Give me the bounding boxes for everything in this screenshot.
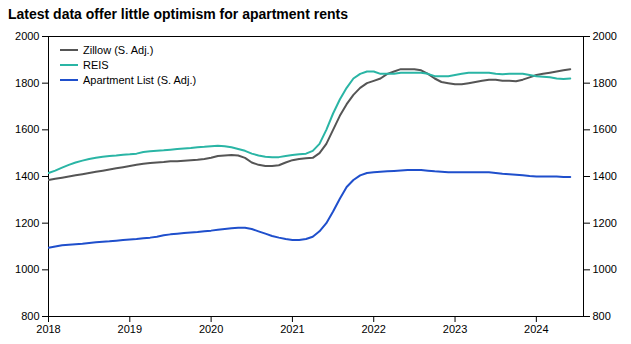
svg-text:1000: 1000 <box>593 263 617 275</box>
svg-text:2000: 2000 <box>593 30 617 42</box>
svg-text:2000: 2000 <box>15 30 39 42</box>
svg-text:800: 800 <box>21 310 39 322</box>
svg-text:1400: 1400 <box>593 170 617 182</box>
svg-text:1600: 1600 <box>593 123 617 135</box>
svg-text:800: 800 <box>593 310 611 322</box>
html-text:REIS: REIS <box>83 59 109 71</box>
svg-text:1000: 1000 <box>15 263 39 275</box>
svg-text:1400: 1400 <box>15 170 39 182</box>
svg-text:1200: 1200 <box>15 217 39 229</box>
svg-text:1600: 1600 <box>15 123 39 135</box>
svg-text:2022: 2022 <box>361 323 385 335</box>
svg-text:2020: 2020 <box>199 323 223 335</box>
svg-text:2024: 2024 <box>524 323 548 335</box>
svg-text:2019: 2019 <box>118 323 142 335</box>
svg-text:2021: 2021 <box>280 323 304 335</box>
svg-text:2018: 2018 <box>36 323 60 335</box>
svg-text:1200: 1200 <box>593 217 617 229</box>
svg-text:1800: 1800 <box>15 77 39 89</box>
svg-text:1800: 1800 <box>593 77 617 89</box>
svg-text:2023: 2023 <box>443 323 467 335</box>
html-text:Apartment List (S. Adj.): Apartment List (S. Adj.) <box>83 74 197 86</box>
html-text:Zillow (S. Adj.): Zillow (S. Adj.) <box>83 44 154 56</box>
html-text:Latest data offer little optim: Latest data offer little optimism for ap… <box>8 6 348 22</box>
